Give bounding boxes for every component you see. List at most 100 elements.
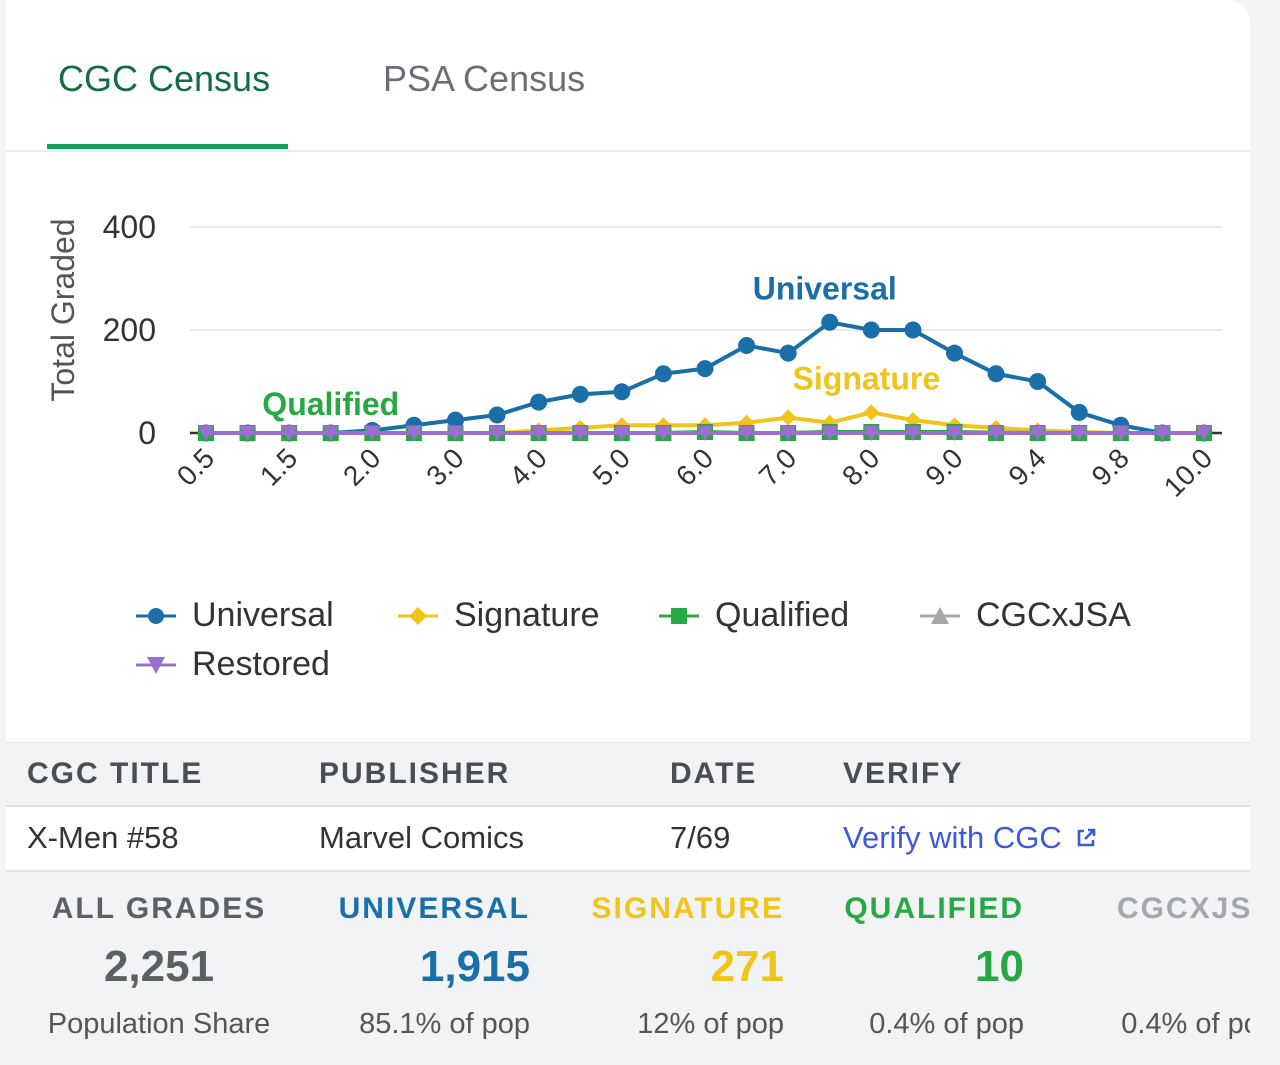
universal-point <box>613 383 631 401</box>
universal-point <box>530 393 548 411</box>
stat-value: 2,251 <box>103 942 215 991</box>
legend-label: Signature <box>454 596 600 634</box>
restored-point <box>1071 426 1088 441</box>
universal-point <box>946 344 963 362</box>
restored-point <box>239 426 256 441</box>
chart-series <box>197 313 1213 442</box>
restored-point <box>946 426 963 441</box>
x-tick-label: 1.5 <box>254 442 303 491</box>
legend-item-signature[interactable]: Signature <box>396 596 600 635</box>
census-card: CGC Census PSA Census 0 200 400 0.5 1.5 2.0 3… <box>6 0 1250 1065</box>
cell-title: X-Men #58 <box>27 820 179 855</box>
universal-point <box>447 411 464 429</box>
legend-item-cgcxjsa[interactable]: CGCxJSA <box>918 596 1131 635</box>
stat-signature: SIGNATURE 271 12% of pop <box>556 892 784 1041</box>
restored-point <box>447 426 464 441</box>
restored-point <box>780 426 797 441</box>
restored-point <box>1112 426 1129 441</box>
stat-cgcxjsa: CGCXJSA 8 0.4% of pop <box>1076 892 1250 1041</box>
verify-with-cgc-link[interactable]: Verify with CGC <box>843 820 1098 856</box>
stat-all-grades: ALL GRADES 2,251 Population Share <box>43 892 275 1041</box>
col-header-publisher: PUBLISHER <box>319 757 511 790</box>
universal-annotation: Universal <box>753 270 897 306</box>
restored-point <box>613 426 630 441</box>
external-link-icon <box>1077 828 1096 847</box>
stat-qualified: QUALIFIED 10 0.4% of pop <box>796 892 1024 1041</box>
universal-point <box>654 365 672 383</box>
stat-sub: 0.4% of pop <box>1121 1008 1250 1040</box>
stat-value: 10 <box>975 942 1024 991</box>
tab-psa-census[interactable]: PSA Census <box>383 58 586 99</box>
signature-point <box>821 414 838 431</box>
restored-point <box>697 426 713 441</box>
x-tick-label: 2.0 <box>337 442 386 491</box>
universal-point <box>571 385 589 403</box>
x-axis-ticks: 0.5 1.5 2.0 3.0 4.0 5.0 6.0 7.0 8.0 9.0 9.4 9.8 10.0 <box>171 442 1218 502</box>
grade-stats: ALL GRADES 2,251 Population Share UNIVER… <box>6 872 1250 1065</box>
x-tick-label: 9.8 <box>1086 442 1135 491</box>
restored-point <box>572 426 589 441</box>
stat-label: UNIVERSAL <box>338 892 530 925</box>
stat-label: SIGNATURE <box>591 892 784 925</box>
restored-point <box>322 426 339 441</box>
table-row: X-Men #58 Marvel Comics 7/69 Verify with… <box>6 806 1250 872</box>
signature-point <box>738 414 755 431</box>
universal-point <box>488 406 506 424</box>
y-tick-label: 200 <box>103 312 156 348</box>
universal-point <box>1029 373 1047 390</box>
signature-annotation: Signature <box>793 360 941 396</box>
stat-universal: UNIVERSAL 1,915 85.1% of pop <box>306 892 530 1041</box>
x-tick-label: 0.5 <box>171 442 220 491</box>
universal-point <box>696 360 714 378</box>
x-tick-label: 10.0 <box>1158 442 1218 502</box>
legend-label: Restored <box>192 645 330 683</box>
universal-point <box>862 321 880 339</box>
col-header-title: CGC TITLE <box>27 757 204 790</box>
x-tick-label: 4.0 <box>503 442 552 491</box>
census-line-chart: 0 200 400 0.5 1.5 2.0 3.0 4.0 5.0 6.0 7.0 8.0 9.0 9.… <box>45 209 1222 503</box>
signature-point <box>780 409 797 426</box>
legend-label: Qualified <box>715 596 850 634</box>
stat-sub: 0.4% of pop <box>869 1008 1024 1040</box>
signature-marker-icon <box>398 606 438 625</box>
stat-sub: 12% of pop <box>637 1008 784 1040</box>
cell-publisher: Marvel Comics <box>319 820 524 855</box>
legend-item-qualified[interactable]: Qualified <box>657 596 849 635</box>
universal-point <box>987 365 1005 383</box>
restored-point <box>1196 426 1212 441</box>
x-tick-label: 9.4 <box>1002 442 1051 491</box>
universal-point <box>1070 403 1088 421</box>
restored-point <box>489 426 506 441</box>
universal-point <box>779 344 797 362</box>
qualified-annotation: Qualified <box>262 386 399 422</box>
legend-label: CGCxJSA <box>976 596 1131 634</box>
col-header-date: DATE <box>670 757 758 790</box>
universal-point <box>904 321 922 339</box>
x-tick-label: 5.0 <box>587 442 636 491</box>
universal-marker-icon <box>136 607 176 624</box>
legend-item-universal[interactable]: Universal <box>134 596 334 635</box>
stat-value: 8 <box>1076 942 1250 992</box>
verify-link-label: Verify with CGC <box>843 820 1062 855</box>
qualified-marker-icon <box>659 607 699 624</box>
restored-point <box>198 426 214 441</box>
x-tick-label: 8.0 <box>836 442 885 491</box>
chart-annotations: Universal Signature Qualified <box>262 270 940 422</box>
y-tick-label: 0 <box>138 415 156 451</box>
x-tick-label: 6.0 <box>670 442 719 491</box>
legend-item-restored[interactable]: Restored <box>134 645 330 684</box>
stat-sub: 85.1% of pop <box>359 1008 530 1040</box>
x-tick-label: 7.0 <box>753 442 802 491</box>
x-tick-label: 3.0 <box>420 442 469 491</box>
cell-date: 7/69 <box>670 820 731 855</box>
stat-sub: Population Share <box>47 1008 271 1040</box>
tab-cgc-census[interactable]: CGC Census <box>58 58 271 99</box>
stat-label: QUALIFIED <box>844 892 1024 925</box>
restored-point <box>738 426 755 441</box>
y-axis-ticks: 0 200 400 <box>103 209 156 451</box>
universal-point <box>821 313 839 331</box>
stat-value: 271 <box>710 942 784 991</box>
restored-point <box>904 426 921 441</box>
stat-label: ALL GRADES <box>51 892 267 925</box>
signature-point <box>863 404 880 421</box>
